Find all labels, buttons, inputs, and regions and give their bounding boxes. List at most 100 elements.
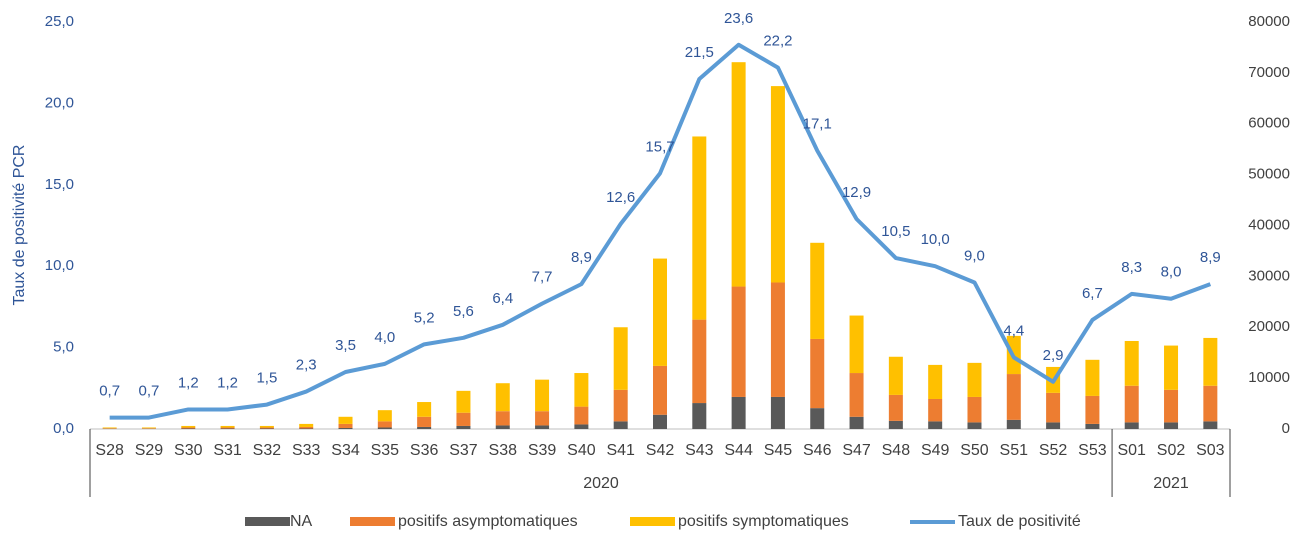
x-tick-label: S43	[685, 442, 714, 459]
y2-tick-label: 60000	[1248, 115, 1290, 132]
data-label: 15,7	[645, 138, 674, 155]
bar	[142, 428, 156, 429]
data-label: 5,2	[414, 309, 435, 326]
x-tick-label: S52	[1039, 442, 1068, 459]
data-label: 5,6	[453, 303, 474, 320]
x-tick-label: S37	[449, 442, 478, 459]
bar	[967, 422, 981, 429]
bar	[1125, 422, 1139, 429]
y2-tick-label: 20000	[1248, 318, 1290, 335]
data-label: 12,9	[842, 184, 871, 201]
group-label: 2021	[1153, 475, 1189, 492]
bar	[142, 427, 156, 428]
bar	[299, 424, 313, 427]
bar	[1046, 393, 1060, 423]
y2-tick-label: 10000	[1248, 369, 1290, 386]
data-label: 10,5	[881, 223, 910, 240]
data-label: 0,7	[139, 383, 160, 400]
y2-tick-label: 50000	[1248, 166, 1290, 183]
bar	[378, 427, 392, 429]
data-label: 23,6	[724, 10, 753, 27]
bar	[771, 397, 785, 429]
data-label: 7,7	[532, 269, 553, 286]
bar	[417, 427, 431, 429]
bar	[181, 427, 195, 428]
bar	[850, 373, 864, 417]
y-axis-label: Taux de positivité PCR	[11, 145, 28, 306]
bar	[967, 397, 981, 422]
x-tick-label: S29	[135, 442, 164, 459]
x-tick-label: S40	[567, 442, 596, 459]
bar	[339, 428, 353, 429]
bar	[378, 421, 392, 427]
bar	[889, 357, 903, 395]
bar	[1085, 360, 1099, 396]
legend-label: Taux de positivité	[958, 513, 1081, 530]
bar	[339, 417, 353, 424]
y2-tick-label: 30000	[1248, 267, 1290, 284]
bar	[260, 427, 274, 428]
x-tick-label: S38	[489, 442, 518, 459]
bar	[692, 136, 706, 319]
legend-swatch	[245, 517, 290, 526]
bar	[535, 380, 549, 412]
bar	[221, 428, 235, 429]
data-label: 6,4	[492, 290, 513, 307]
bar	[928, 421, 942, 429]
data-label: 1,2	[217, 374, 238, 391]
bar	[850, 316, 864, 373]
bar	[456, 413, 470, 426]
data-label: 22,2	[763, 33, 792, 50]
bar	[889, 421, 903, 429]
bar	[732, 62, 746, 286]
x-tick-label: S49	[921, 442, 950, 459]
bar	[260, 426, 274, 428]
bar	[299, 427, 313, 429]
bar	[1007, 420, 1021, 429]
x-tick-label: S44	[724, 442, 753, 459]
legend-label: NA	[290, 513, 313, 530]
data-label: 4,4	[1003, 322, 1024, 339]
x-tick-label: S45	[764, 442, 793, 459]
data-label: 4,0	[374, 329, 395, 346]
bar	[1125, 341, 1139, 386]
bar	[535, 411, 549, 425]
bar	[574, 373, 588, 407]
bar	[614, 327, 628, 390]
bar	[221, 426, 235, 428]
bar	[967, 363, 981, 397]
data-label: 3,5	[335, 337, 356, 354]
data-label: 8,0	[1161, 264, 1182, 281]
bar	[299, 428, 313, 429]
data-label: 12,6	[606, 189, 635, 206]
bar	[1125, 386, 1139, 423]
y-tick-label: 15,0	[45, 176, 74, 193]
bar	[1007, 374, 1021, 420]
bar	[1203, 338, 1217, 386]
x-tick-label: S34	[331, 442, 360, 459]
legend-label: positifs asymptomatiques	[398, 513, 578, 530]
bar	[810, 339, 824, 408]
bar	[1164, 422, 1178, 429]
y2-tick-label: 0	[1282, 420, 1290, 437]
bar	[181, 428, 195, 429]
bar	[496, 425, 510, 429]
data-label: 9,0	[964, 247, 985, 264]
x-tick-label: S02	[1157, 442, 1186, 459]
bar	[692, 403, 706, 429]
data-label: 17,1	[803, 116, 832, 133]
bar	[378, 410, 392, 421]
bar	[889, 395, 903, 421]
bar	[1085, 424, 1099, 429]
bar	[771, 86, 785, 282]
bar	[692, 320, 706, 403]
x-tick-label: S53	[1078, 442, 1107, 459]
bar	[928, 365, 942, 399]
y2-tick-label: 70000	[1248, 64, 1290, 81]
legend-swatch	[630, 517, 675, 526]
bar	[850, 417, 864, 429]
bar	[496, 411, 510, 425]
x-tick-label: S42	[646, 442, 675, 459]
y-tick-label: 5,0	[53, 339, 74, 356]
